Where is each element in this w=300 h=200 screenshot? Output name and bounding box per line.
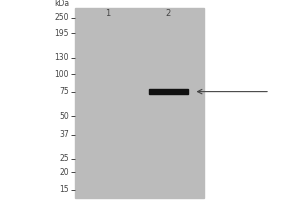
Text: 15: 15 — [59, 186, 69, 194]
Text: 250: 250 — [55, 14, 69, 22]
Text: 130: 130 — [55, 53, 69, 62]
Text: kDa: kDa — [54, 0, 69, 8]
Text: 2: 2 — [165, 8, 171, 18]
Text: 100: 100 — [55, 70, 69, 79]
Text: 20: 20 — [59, 168, 69, 177]
Text: 195: 195 — [55, 29, 69, 38]
Text: 1: 1 — [105, 8, 111, 18]
Bar — [148, 89, 188, 94]
Text: 50: 50 — [59, 112, 69, 121]
Text: 25: 25 — [59, 154, 69, 163]
Text: 75: 75 — [59, 87, 69, 96]
Bar — [75, 8, 204, 198]
Text: 37: 37 — [59, 130, 69, 139]
